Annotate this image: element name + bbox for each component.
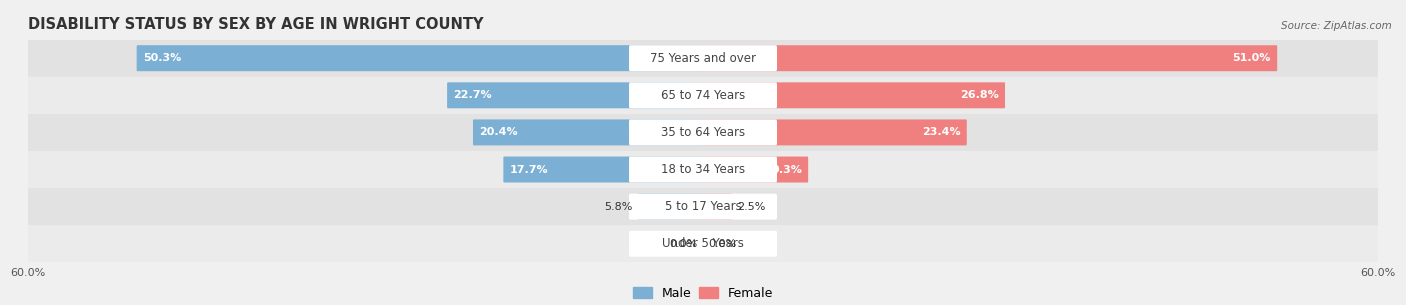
FancyBboxPatch shape — [628, 120, 778, 145]
FancyBboxPatch shape — [28, 77, 1378, 114]
Legend: Male, Female: Male, Female — [628, 282, 778, 305]
FancyBboxPatch shape — [703, 45, 1277, 71]
Text: 20.4%: 20.4% — [479, 127, 517, 138]
FancyBboxPatch shape — [628, 194, 778, 220]
FancyBboxPatch shape — [628, 45, 778, 71]
FancyBboxPatch shape — [703, 120, 967, 145]
Text: 0.0%: 0.0% — [669, 239, 697, 249]
Text: 51.0%: 51.0% — [1233, 53, 1271, 63]
FancyBboxPatch shape — [637, 194, 703, 220]
FancyBboxPatch shape — [703, 194, 731, 220]
FancyBboxPatch shape — [28, 114, 1378, 151]
Text: 65 to 74 Years: 65 to 74 Years — [661, 89, 745, 102]
Text: 9.3%: 9.3% — [770, 164, 801, 174]
FancyBboxPatch shape — [447, 82, 703, 108]
Text: Under 5 Years: Under 5 Years — [662, 237, 744, 250]
FancyBboxPatch shape — [703, 82, 1005, 108]
Text: 0.0%: 0.0% — [709, 239, 737, 249]
FancyBboxPatch shape — [136, 45, 703, 71]
FancyBboxPatch shape — [503, 156, 703, 182]
Text: 23.4%: 23.4% — [922, 127, 960, 138]
FancyBboxPatch shape — [28, 40, 1378, 77]
FancyBboxPatch shape — [28, 188, 1378, 225]
FancyBboxPatch shape — [628, 82, 778, 108]
Text: 2.5%: 2.5% — [737, 202, 765, 212]
FancyBboxPatch shape — [28, 225, 1378, 262]
FancyBboxPatch shape — [628, 231, 778, 257]
FancyBboxPatch shape — [472, 120, 703, 145]
FancyBboxPatch shape — [703, 156, 808, 182]
Text: 18 to 34 Years: 18 to 34 Years — [661, 163, 745, 176]
Text: 5.8%: 5.8% — [603, 202, 633, 212]
Text: 35 to 64 Years: 35 to 64 Years — [661, 126, 745, 139]
Text: 26.8%: 26.8% — [960, 90, 998, 100]
Text: 50.3%: 50.3% — [143, 53, 181, 63]
Text: 17.7%: 17.7% — [509, 164, 548, 174]
Text: 22.7%: 22.7% — [453, 90, 492, 100]
FancyBboxPatch shape — [628, 156, 778, 182]
FancyBboxPatch shape — [28, 151, 1378, 188]
Text: 75 Years and over: 75 Years and over — [650, 52, 756, 65]
Text: Source: ZipAtlas.com: Source: ZipAtlas.com — [1281, 21, 1392, 31]
Text: DISABILITY STATUS BY SEX BY AGE IN WRIGHT COUNTY: DISABILITY STATUS BY SEX BY AGE IN WRIGH… — [28, 16, 484, 31]
Text: 5 to 17 Years: 5 to 17 Years — [665, 200, 741, 213]
